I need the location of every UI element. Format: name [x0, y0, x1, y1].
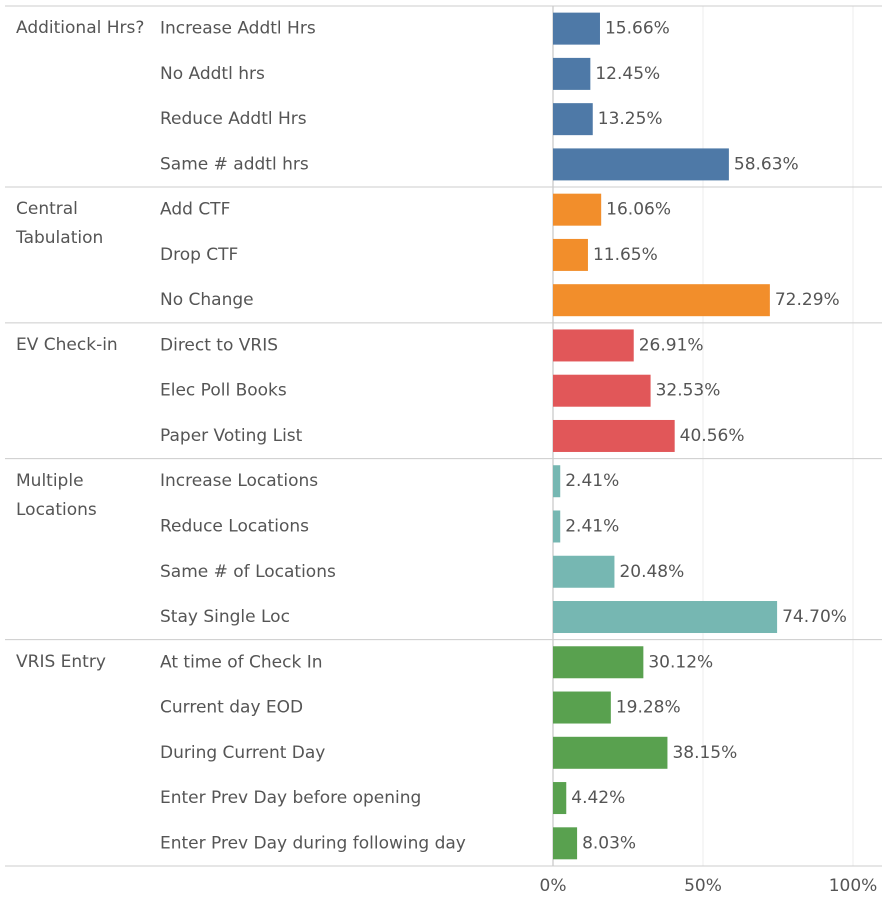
category-label: Direct to VRIS — [160, 335, 278, 355]
bar — [553, 374, 651, 407]
group-label: EV Check-in — [16, 334, 118, 355]
value-label: 15.66% — [605, 19, 670, 39]
value-label: 4.42% — [571, 788, 625, 808]
bar — [553, 691, 611, 724]
category-label: Add CTF — [160, 200, 230, 220]
bar — [553, 284, 770, 317]
value-label: 8.03% — [582, 833, 636, 853]
category-label: Same # of Locations — [160, 562, 336, 582]
value-label: 16.06% — [606, 200, 671, 220]
value-label: 12.45% — [595, 64, 660, 84]
x-tick-label: 50% — [684, 876, 722, 896]
group-label: Additional Hrs? — [16, 18, 145, 38]
bar — [553, 419, 675, 452]
bar — [553, 103, 593, 136]
category-label: During Current Day — [160, 743, 325, 763]
value-label: 40.56% — [680, 426, 745, 446]
value-label: 30.12% — [648, 652, 713, 672]
category-label: Enter Prev Day before opening — [160, 788, 421, 808]
bar — [553, 238, 588, 271]
bar — [553, 646, 644, 679]
group-label: VRIS Entry — [16, 651, 106, 672]
category-label: Elec Poll Books — [160, 381, 287, 401]
category-label: Increase Addtl Hrs — [160, 19, 316, 39]
category-label: No Change — [160, 290, 254, 310]
bar — [553, 12, 600, 45]
category-label: Same # addtl hrs — [160, 154, 309, 174]
value-label: 72.29% — [775, 290, 840, 310]
category-label: Reduce Locations — [160, 516, 309, 536]
value-label: 74.70% — [782, 607, 847, 627]
bar — [553, 601, 778, 634]
value-label: 58.63% — [734, 154, 799, 174]
value-label: 20.48% — [619, 562, 684, 582]
bar — [553, 782, 567, 815]
category-label: Paper Voting List — [160, 426, 303, 446]
bar — [553, 57, 591, 90]
bar — [553, 148, 729, 181]
bar — [553, 555, 615, 588]
group-label: Central Tabulation — [16, 199, 104, 249]
value-label: 2.41% — [565, 516, 619, 536]
x-tick-label: 0% — [540, 876, 567, 896]
value-label: 13.25% — [598, 109, 663, 129]
category-label: At time of Check In — [160, 652, 323, 672]
value-label: 38.15% — [672, 743, 737, 763]
value-label: 2.41% — [565, 471, 619, 491]
category-label: Stay Single Loc — [160, 607, 290, 627]
group-label: Multiple Locations — [16, 470, 97, 520]
category-label: No Addtl hrs — [160, 64, 265, 84]
category-label: Enter Prev Day during following day — [160, 833, 466, 853]
category-label: Drop CTF — [160, 245, 238, 265]
bar — [553, 827, 578, 860]
bar — [553, 510, 561, 543]
value-label: 26.91% — [639, 335, 704, 355]
category-label: Current day EOD — [160, 698, 303, 718]
value-label: 11.65% — [593, 245, 658, 265]
bar — [553, 736, 668, 769]
x-tick-label: 100% — [829, 876, 878, 896]
bar — [553, 193, 602, 226]
bar — [553, 329, 634, 362]
category-label: Reduce Addtl Hrs — [160, 109, 307, 129]
category-label: Increase Locations — [160, 471, 318, 491]
value-label: 19.28% — [616, 698, 681, 718]
value-label: 32.53% — [656, 381, 721, 401]
bar — [553, 465, 561, 498]
